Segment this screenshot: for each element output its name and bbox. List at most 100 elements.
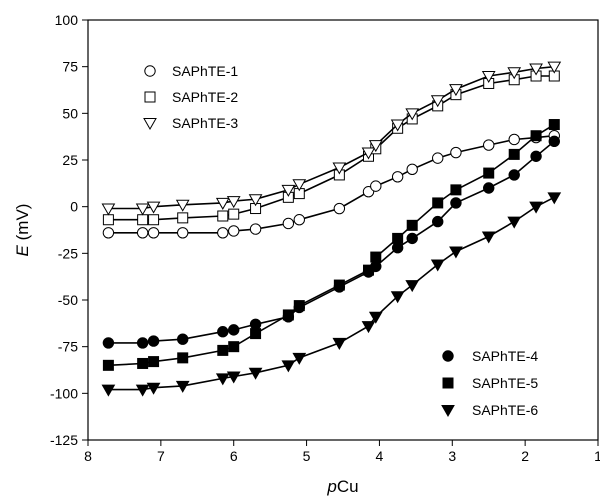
legend-label: SAPhTE-5 bbox=[472, 375, 538, 391]
legend-item-3: SAPhTE-3 bbox=[143, 115, 238, 131]
data-point bbox=[432, 215, 444, 228]
data-point bbox=[101, 384, 116, 397]
x-tick-label: 3 bbox=[448, 448, 456, 464]
data-point bbox=[248, 367, 263, 380]
data-point bbox=[147, 335, 160, 347]
y-tick-label: 50 bbox=[62, 105, 78, 121]
data-point bbox=[137, 214, 149, 226]
data-point bbox=[135, 203, 150, 216]
legend-label: SAPhTE-4 bbox=[472, 348, 538, 364]
data-point bbox=[135, 384, 150, 397]
data-point bbox=[177, 333, 189, 345]
data-point bbox=[483, 167, 495, 179]
legend-marker bbox=[144, 65, 156, 77]
data-point bbox=[146, 382, 161, 395]
series-line bbox=[108, 196, 555, 391]
y-tick-label: 100 bbox=[55, 12, 79, 28]
series-line bbox=[108, 65, 555, 210]
data-point bbox=[507, 216, 522, 229]
data-point bbox=[215, 373, 230, 386]
data-point bbox=[217, 227, 229, 239]
x-tick-label: 8 bbox=[84, 448, 92, 464]
y-tick-label: -25 bbox=[58, 245, 78, 261]
data-point bbox=[250, 328, 262, 340]
data-point bbox=[405, 280, 420, 293]
series-3 bbox=[101, 61, 562, 216]
data-point bbox=[226, 196, 241, 209]
data-point bbox=[368, 140, 383, 153]
x-axis-title: pCu bbox=[326, 477, 358, 496]
y-axis-ticks: 100 75 50 25 0 -25 -50 -75 -100 -125 bbox=[50, 12, 88, 448]
data-point bbox=[332, 162, 347, 175]
data-point bbox=[147, 227, 160, 239]
data-point bbox=[483, 182, 495, 194]
data-point bbox=[217, 344, 229, 356]
legend-marker bbox=[442, 377, 454, 389]
y-tick-label: -50 bbox=[58, 292, 78, 308]
data-point bbox=[406, 163, 418, 176]
data-point bbox=[481, 231, 496, 244]
data-point bbox=[248, 194, 263, 207]
legend-label: SAPhTE-3 bbox=[172, 115, 238, 131]
series-line bbox=[108, 123, 555, 367]
data-point bbox=[363, 264, 374, 276]
data-point bbox=[292, 179, 307, 192]
data-point bbox=[148, 356, 160, 368]
data-point bbox=[370, 180, 382, 192]
data-point bbox=[450, 197, 462, 209]
data-point bbox=[392, 232, 404, 244]
data-point bbox=[215, 197, 230, 210]
x-tick-label: 2 bbox=[521, 448, 529, 464]
legend-item-1: SAPhTE-1 bbox=[144, 63, 238, 79]
data-point bbox=[508, 169, 520, 181]
data-point bbox=[101, 203, 116, 216]
data-point bbox=[390, 119, 405, 132]
y-axis-title: E (mV) bbox=[13, 204, 32, 257]
data-point bbox=[406, 219, 418, 231]
y-tick-label: 75 bbox=[62, 59, 78, 75]
data-point bbox=[507, 67, 522, 80]
data-point bbox=[292, 352, 307, 365]
data-point bbox=[368, 311, 383, 324]
legend-item-6: SAPhTE-6 bbox=[441, 402, 538, 418]
data-point bbox=[450, 146, 462, 159]
x-axis-ticks: 8 7 6 5 4 3 2 1 bbox=[84, 440, 600, 464]
data-point bbox=[249, 223, 262, 235]
y-tick-label: 0 bbox=[70, 199, 78, 215]
data-point bbox=[148, 214, 160, 226]
data-point bbox=[529, 201, 543, 214]
legend-marker bbox=[143, 118, 157, 131]
legend-label: SAPhTE-2 bbox=[172, 89, 238, 105]
data-point bbox=[102, 214, 114, 226]
data-point bbox=[228, 208, 240, 220]
series-layer bbox=[101, 61, 562, 397]
data-point bbox=[406, 232, 418, 245]
data-point bbox=[228, 225, 240, 237]
data-point bbox=[530, 130, 542, 142]
legend-marker bbox=[144, 91, 156, 103]
data-point bbox=[529, 63, 543, 76]
data-point bbox=[390, 291, 405, 304]
series-line bbox=[108, 140, 555, 344]
data-point bbox=[293, 214, 305, 226]
legend-item-2: SAPhTE-2 bbox=[144, 89, 238, 105]
plot-frame bbox=[87, 19, 599, 441]
legend-item-4: SAPhTE-4 bbox=[442, 348, 538, 364]
data-point bbox=[450, 184, 462, 196]
data-point bbox=[249, 318, 262, 330]
data-point bbox=[370, 251, 382, 263]
data-point bbox=[361, 321, 376, 334]
data-point bbox=[391, 171, 404, 183]
data-point bbox=[136, 227, 149, 239]
data-point bbox=[136, 337, 149, 349]
data-point bbox=[281, 360, 296, 373]
legend-label: SAPhTE-1 bbox=[172, 63, 238, 79]
data-point bbox=[332, 337, 347, 350]
x-tick-label: 6 bbox=[230, 448, 238, 464]
data-point bbox=[177, 352, 189, 364]
x-tick-label: 1 bbox=[594, 448, 600, 464]
data-point bbox=[146, 201, 161, 214]
data-point bbox=[508, 133, 520, 146]
y-tick-label: -100 bbox=[50, 385, 78, 401]
